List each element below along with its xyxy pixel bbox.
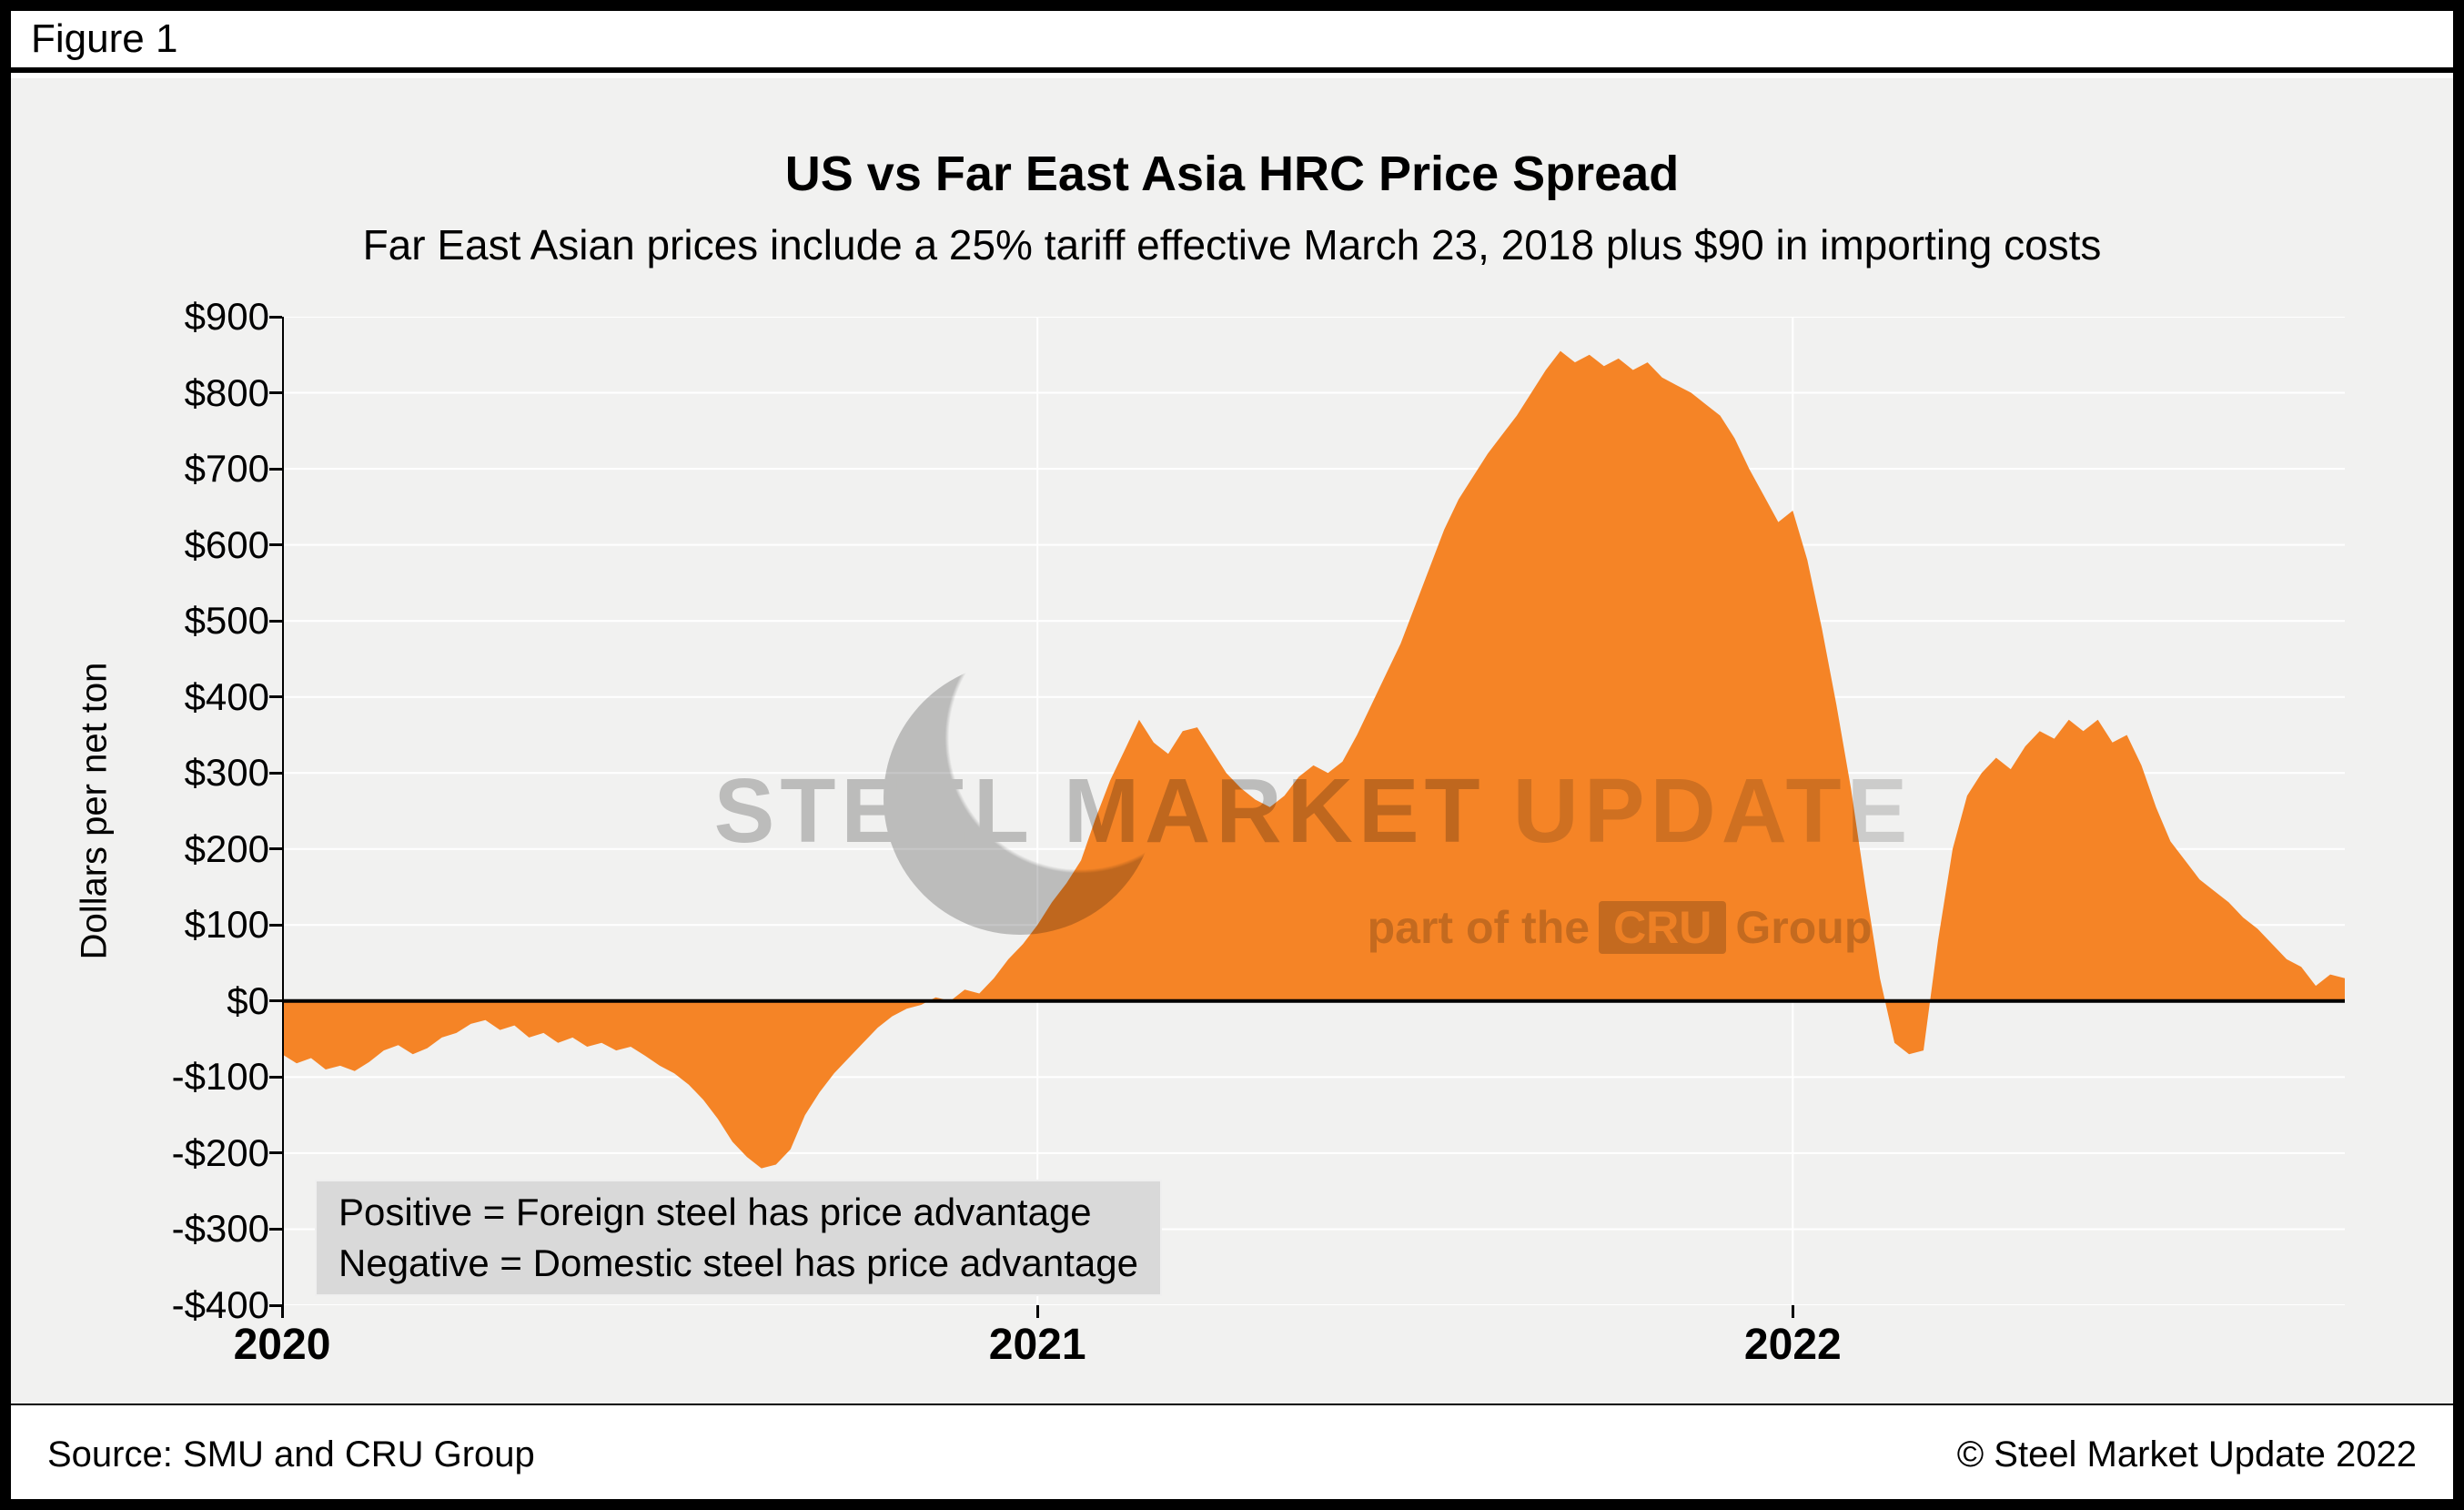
y-tick-mark xyxy=(269,847,282,851)
y-tick-label: $300 xyxy=(184,751,269,795)
y-tick-mark xyxy=(269,1227,282,1231)
y-tick-mark xyxy=(269,1075,282,1079)
y-tick-label: $600 xyxy=(184,522,269,566)
price-spread-chart xyxy=(282,317,2345,1305)
y-tick-mark xyxy=(269,543,282,547)
y-tick-label: -$300 xyxy=(171,1207,269,1251)
y-tick-mark xyxy=(269,999,282,1003)
price-spread-area xyxy=(282,350,2345,1169)
y-tick-label: $900 xyxy=(184,295,269,338)
annotation-line-negative: Negative = Domestic steel has price adva… xyxy=(338,1241,1138,1284)
figure-footer: Source: SMU and CRU Group © Steel Market… xyxy=(11,1411,2453,1499)
x-tick-label: 2022 xyxy=(1743,1321,1842,1369)
x-tick-mark xyxy=(1035,1305,1039,1318)
x-tick-label: 2020 xyxy=(233,1321,331,1369)
y-tick-label: $0 xyxy=(227,978,269,1022)
y-tick-mark xyxy=(269,315,282,319)
y-tick-label: -$400 xyxy=(171,1283,269,1326)
y-tick-label: $500 xyxy=(184,599,269,643)
x-tick-label: 2021 xyxy=(988,1321,1086,1369)
annotation-line-positive: Positive = Foreign steel has price advan… xyxy=(338,1191,1092,1233)
x-tick-mark xyxy=(280,1305,284,1318)
y-tick-mark xyxy=(269,695,282,699)
y-tick-label: $800 xyxy=(184,370,269,414)
y-tick-label: -$200 xyxy=(171,1130,269,1174)
figure-page: Figure 1 US vs Far East Asia HRC Price S… xyxy=(11,11,2453,1499)
x-tick-mark xyxy=(1791,1305,1794,1318)
y-tick-mark xyxy=(269,923,282,927)
chart-title: US vs Far East Asia HRC Price Spread xyxy=(784,147,1680,201)
y-tick-mark xyxy=(269,467,282,471)
y-tick-mark xyxy=(269,391,282,395)
y-tick-label: -$100 xyxy=(171,1055,269,1099)
y-tick-mark xyxy=(269,771,282,775)
copyright-text: © Steel Market Update 2022 xyxy=(1956,1434,2417,1475)
plot-area: STEEL MARKET UPDATE part of the CRU Group P… xyxy=(282,317,2345,1305)
y-tick-mark xyxy=(269,619,282,623)
y-tick-label: $700 xyxy=(184,447,269,491)
y-tick-mark xyxy=(269,1151,282,1155)
y-tick-label: $200 xyxy=(184,826,269,870)
chart-subtitle: Far East Asian prices include a 25% tari… xyxy=(362,221,2102,269)
y-tick-mark xyxy=(269,1303,282,1307)
chart-panel: US vs Far East Asia HRC Price Spread Far… xyxy=(11,78,2453,1405)
y-tick-label: $100 xyxy=(184,903,269,947)
legend-annotation-box: Positive = Foreign steel has price advan… xyxy=(315,1180,1162,1296)
figure-label: Figure 1 xyxy=(31,16,178,61)
figure-header: Figure 1 xyxy=(11,11,2453,73)
source-text: Source: SMU and CRU Group xyxy=(47,1434,535,1475)
y-tick-label: $400 xyxy=(184,674,269,718)
